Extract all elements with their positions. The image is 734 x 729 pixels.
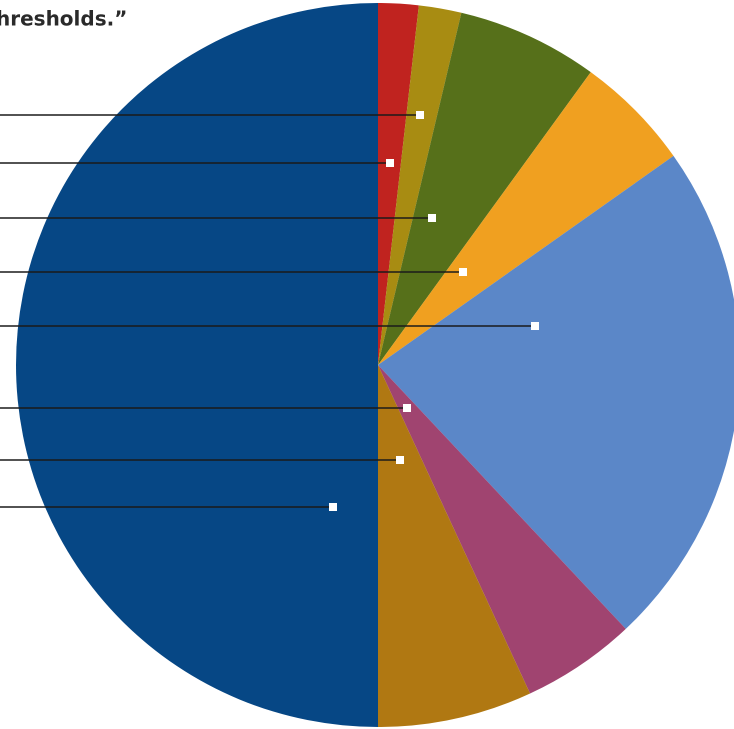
pie-slice (378, 72, 674, 365)
leader-dot (416, 111, 424, 119)
pie-slice (378, 12, 591, 365)
chart-title: hresholds.” (0, 7, 127, 31)
leader-dot (403, 404, 411, 412)
leader-dot (428, 214, 436, 222)
leader-dot (386, 159, 394, 167)
leader-dot (329, 503, 337, 511)
pie-slice (378, 155, 734, 629)
pie-slice (378, 365, 626, 694)
leader-dot (396, 456, 404, 464)
pie-slice (16, 3, 378, 727)
leader-dot (459, 268, 467, 276)
pie-slice (378, 5, 462, 365)
pie-slice (378, 365, 531, 727)
leader-dot (531, 322, 539, 330)
pie-slice (378, 3, 419, 365)
